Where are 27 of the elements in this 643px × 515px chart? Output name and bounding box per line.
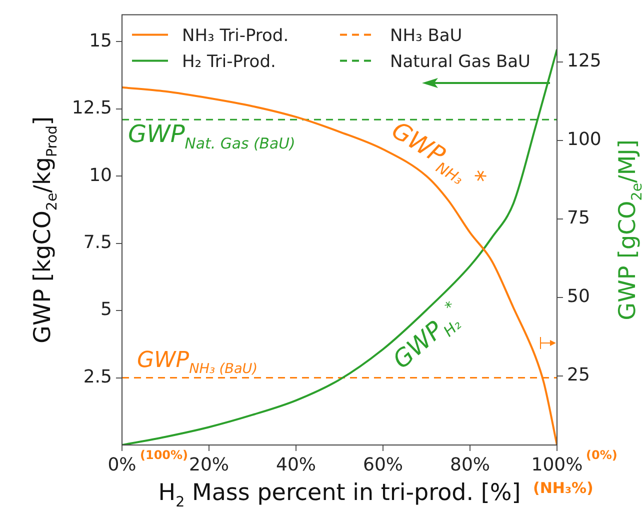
legend-label: Natural Gas BaU — [390, 52, 530, 72]
x-tick-label: 20% — [188, 454, 230, 476]
y-tick-label: 12.5 — [72, 98, 112, 119]
y2-tick-label: 25 — [567, 364, 590, 386]
legend-label: NH₃ BaU — [390, 26, 462, 46]
y2-tick-label: 50 — [567, 286, 590, 308]
y-tick-label: 10 — [89, 164, 112, 186]
text: (0%) — [586, 448, 618, 462]
y2-axis-title: GWP [gCO2e/MJ] — [615, 140, 643, 320]
y2-tick-label: 125 — [567, 50, 602, 72]
text: (100%) — [140, 448, 188, 462]
x-tick-label: 60% — [362, 454, 404, 476]
y-tick-label: 7.5 — [83, 232, 112, 254]
x-tick-label: 0% — [108, 454, 136, 476]
text: (NH₃%) — [533, 479, 594, 497]
y-tick-label: 5 — [100, 299, 112, 320]
x-tick-label: 100% — [531, 454, 583, 476]
x-tick-label: 80% — [450, 454, 490, 476]
legend-label: NH₃ Tri-Prod. — [182, 26, 289, 46]
x-tick-label: 40% — [276, 454, 316, 476]
y-axis-title: GWP [kgCO2e/kgProd] — [30, 116, 60, 344]
annotation: GWPNH₃ * — [386, 116, 491, 195]
legend-label: H₂ Tri-Prod. — [182, 52, 276, 72]
y-tick-label: 2.5 — [83, 366, 112, 388]
y2-tick-label: 75 — [567, 208, 590, 229]
y-tick-label: 15 — [89, 30, 112, 52]
y2-tick-label: 100 — [567, 129, 602, 150]
